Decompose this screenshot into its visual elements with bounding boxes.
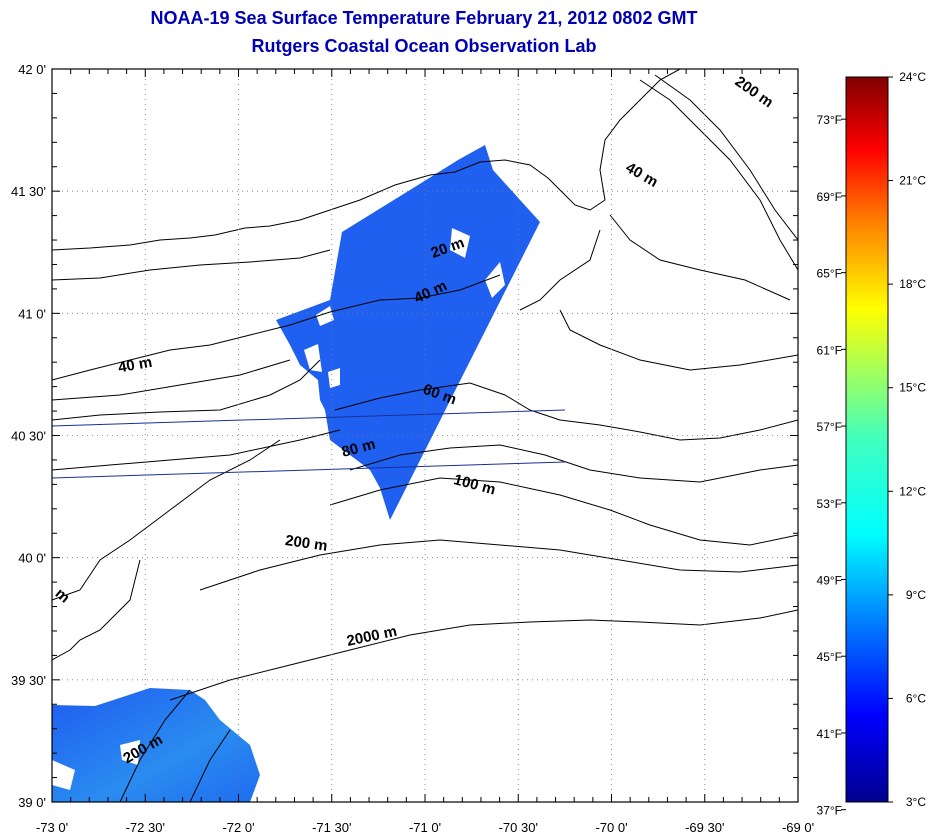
- depth-label: 40 m: [117, 354, 154, 377]
- depth-label: 2000 m: [345, 623, 398, 650]
- longitude-labels: -73 0' -72 30' -72 0' -71 30' -71 0' -70 30' -…: [36, 820, 814, 835]
- colorbar-ticks: [841, 76, 893, 811]
- lon-label: -69 30': [685, 820, 724, 835]
- map-title: NOAA-19 Sea Surface Temperature February…: [150, 8, 698, 28]
- colorbar: [845, 76, 889, 803]
- celsius-labels: 24°C 21°C 18°C 15°C 12°C 9°C 6°C 3°C: [899, 70, 926, 809]
- graticule: [52, 69, 798, 802]
- lon-label: -69 0': [782, 820, 814, 835]
- celsius-tick-label: 12°C: [899, 484, 926, 498]
- lat-label: 39 0': [18, 795, 46, 810]
- fahrenheit-tick-label: 61°F: [817, 343, 842, 357]
- depth-label: 100 m: [452, 471, 497, 498]
- fahrenheit-tick-label: 53°F: [817, 497, 842, 511]
- map-subtitle: Rutgers Coastal Ocean Observation Lab: [251, 36, 597, 56]
- lat-label: 40 0': [18, 551, 46, 566]
- latitude-labels: 42 0' 41 30' 41 0' 40 30' 40 0' 39 30' 39 0': [11, 62, 46, 810]
- lat-label: 40 30': [11, 429, 46, 444]
- fahrenheit-tick-label: 45°F: [817, 650, 842, 664]
- lon-label: -71 30': [312, 820, 351, 835]
- sst-swath-north: [276, 145, 540, 520]
- fahrenheit-tick-label: 69°F: [817, 190, 842, 204]
- celsius-tick-label: 3°C: [906, 795, 926, 809]
- depth-label: 40 m: [623, 159, 661, 191]
- cloud-gaps: [304, 228, 505, 388]
- depth-label: 200 m: [284, 532, 328, 555]
- lat-label: 41 30': [11, 184, 46, 199]
- celsius-tick-label: 21°C: [899, 174, 926, 188]
- depth-contours: [52, 74, 798, 802]
- fahrenheit-tick-label: 57°F: [817, 420, 842, 434]
- sst-swath-south: [52, 688, 260, 802]
- fahrenheit-tick-label: 73°F: [817, 113, 842, 127]
- celsius-tick-label: 9°C: [906, 588, 926, 602]
- celsius-tick-label: 24°C: [899, 70, 926, 84]
- fahrenheit-tick-label: 49°F: [817, 574, 842, 588]
- depth-label: 200 m: [732, 73, 777, 111]
- lon-label: -72 0': [222, 820, 254, 835]
- celsius-tick-label: 15°C: [899, 381, 926, 395]
- frame-ticks: [51, 68, 799, 803]
- lat-label: 39 30': [11, 673, 46, 688]
- lat-label: 41 0': [18, 306, 46, 321]
- lon-label: -70 30': [499, 820, 538, 835]
- celsius-tick-label: 6°C: [906, 691, 926, 705]
- orbit-tracks: [52, 409, 566, 479]
- coastline: [52, 69, 791, 661]
- fahrenheit-tick-label: 41°F: [817, 727, 842, 741]
- lon-label: -72 30': [126, 820, 165, 835]
- lon-label: -70 0': [595, 820, 627, 835]
- celsius-tick-label: 18°C: [899, 277, 926, 291]
- fahrenheit-tick-label: 37°F: [817, 804, 842, 818]
- fahrenheit-tick-label: 65°F: [817, 267, 842, 281]
- lon-label: -73 0': [36, 820, 68, 835]
- fahrenheit-labels: 73°F 69°F 65°F 61°F 57°F 53°F 49°F 45°F 41°F 37°F: [817, 113, 842, 817]
- depth-label: m: [52, 585, 73, 607]
- lon-label: -71 0': [409, 820, 441, 835]
- lat-label: 42 0': [18, 62, 46, 77]
